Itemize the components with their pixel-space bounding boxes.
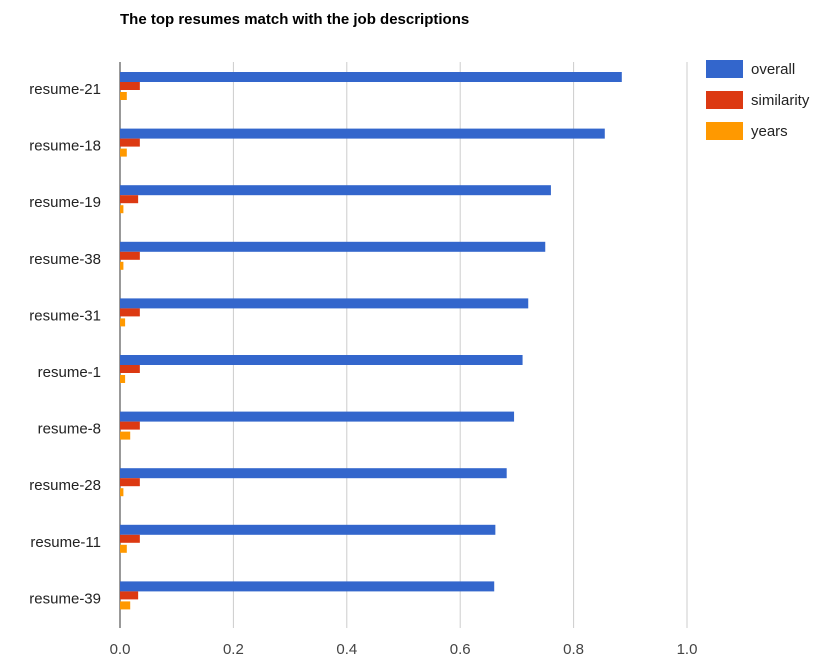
grid-lines [119,62,688,628]
bar-years [120,544,127,553]
bar-overall [120,468,507,479]
x-tick-label: 0.4 [336,641,357,658]
bar-years [120,431,131,440]
legend-swatch-similarity [706,91,743,109]
category-label: resume-31 [29,307,101,324]
bar-similarity [120,478,140,487]
legend-swatch-overall [706,60,743,78]
bar-similarity [120,82,140,90]
category-label: resume-39 [29,590,101,607]
category-label: resume-8 [38,421,101,438]
x-tick-label: 0.6 [450,641,471,658]
bar-similarity [120,365,140,373]
bar-years [120,318,126,327]
bar-overall [120,581,495,592]
category-label: resume-21 [29,81,101,98]
category-label: resume-28 [29,477,101,494]
category-label: resume-11 [30,534,101,551]
bar-overall [120,185,551,196]
bar-years [120,148,127,157]
bar-overall [120,241,546,252]
category-label: resume-19 [29,194,101,211]
legend-label-overall: overall [751,61,795,78]
bar-similarity [120,421,140,430]
bar-overall [120,72,622,82]
bars [120,72,622,610]
category-label: resume-38 [29,251,101,268]
chart-title: The top resumes match with the job descr… [120,11,469,28]
bar-years [120,205,124,214]
bar-years [120,488,124,497]
x-tick-labels: 0.0 0.2 0.4 0.6 0.8 1.0 [110,641,698,658]
x-tick-label: 0.8 [563,641,584,658]
bar-overall [120,411,515,422]
bar-similarity [120,534,140,543]
category-label: resume-18 [29,138,101,155]
bar-overall [120,298,529,309]
bar-years [120,375,126,383]
bar-similarity [120,251,140,260]
category-labels: resume-21 resume-18 resume-19 resume-38 resu… [29,81,101,607]
legend-label-similarity: similarity [751,92,810,109]
legend: overall similarity years [706,60,810,140]
x-tick-label: 0.0 [110,641,131,658]
bar-similarity [120,138,140,147]
bar-similarity [120,591,139,600]
bar-similarity [120,195,139,204]
bar-years [120,92,127,100]
x-tick-label: 0.2 [223,641,244,658]
legend-label-years: years [751,123,788,140]
bar-overall [120,355,523,365]
bar-years [120,601,131,610]
bar-overall [120,524,496,535]
legend-swatch-years [706,122,743,140]
bar-similarity [120,308,140,317]
bar-overall [120,128,605,139]
x-tick-label: 1.0 [677,641,698,658]
category-label: resume-1 [38,364,101,381]
bar-years [120,261,124,270]
